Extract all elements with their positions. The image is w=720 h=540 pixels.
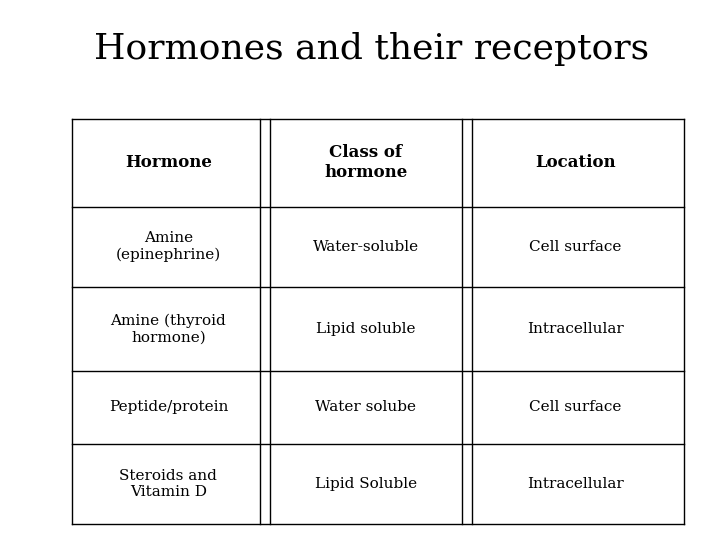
Text: Lipid soluble: Lipid soluble [316,322,415,336]
Text: Steroids and
Vitamin D: Steroids and Vitamin D [120,469,217,499]
Text: Water-soluble: Water-soluble [312,240,419,254]
Text: Cell surface: Cell surface [529,240,621,254]
Text: Cell surface: Cell surface [529,400,621,414]
Text: Amine (thyroid
hormone): Amine (thyroid hormone) [110,314,226,344]
Text: Intracellular: Intracellular [527,322,624,336]
Text: Intracellular: Intracellular [527,477,624,491]
Text: Water solube: Water solube [315,400,416,414]
Text: Lipid Soluble: Lipid Soluble [315,477,417,491]
Text: Location: Location [535,154,616,171]
Text: Hormone: Hormone [125,154,212,171]
Text: Class of
hormone: Class of hormone [324,144,408,181]
Text: Hormones and their receptors: Hormones and their receptors [94,32,649,65]
Text: Peptide/protein: Peptide/protein [109,400,228,414]
Text: Amine
(epinephrine): Amine (epinephrine) [116,232,221,262]
